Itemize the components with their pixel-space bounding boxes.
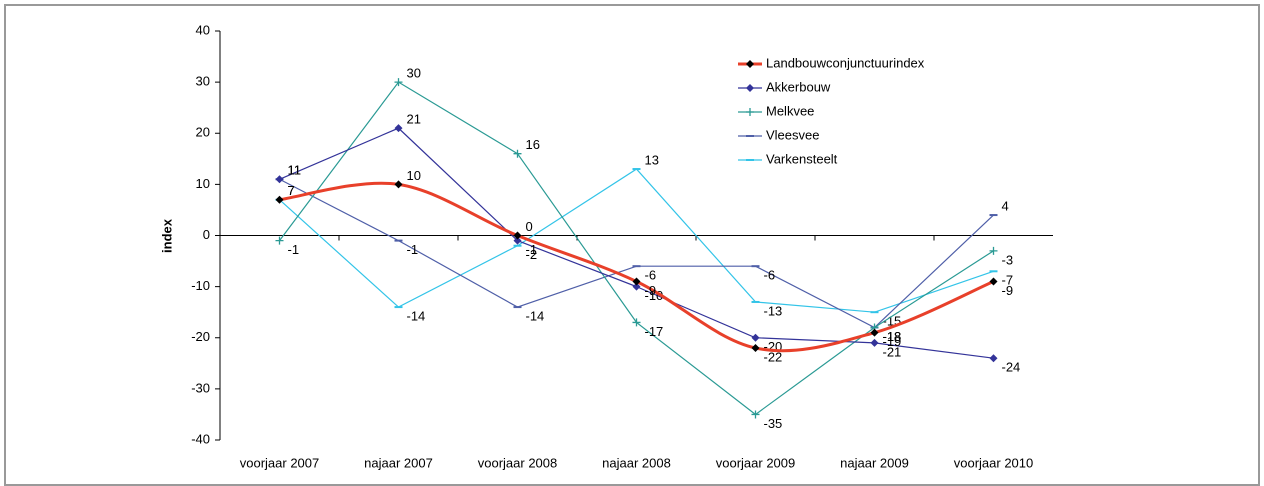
marker [394, 124, 403, 133]
x-tick-label: voorjaar 2010 [954, 455, 1034, 470]
legend-label: Landbouwconjunctuurindex [766, 55, 925, 70]
marker [751, 333, 760, 342]
y-tick-label: -30 [191, 380, 210, 395]
data-label: 11 [288, 163, 302, 178]
legend-marker [746, 60, 754, 68]
marker [513, 231, 522, 240]
data-label: -24 [1002, 360, 1021, 375]
marker [394, 180, 403, 189]
data-label: -1 [288, 242, 300, 257]
data-label: -35 [764, 416, 783, 431]
data-label: -18 [883, 329, 902, 344]
marker [513, 236, 522, 245]
data-label: -9 [645, 283, 657, 298]
y-tick-label: -40 [191, 431, 210, 446]
data-label: 7 [288, 183, 295, 198]
marker [989, 246, 998, 255]
data-label: -6 [764, 268, 776, 283]
marker [394, 78, 403, 87]
data-label: -9 [1002, 283, 1014, 298]
marker [275, 175, 284, 184]
data-label: -1 [407, 242, 419, 257]
marker [870, 338, 879, 347]
data-label: 7 [288, 183, 295, 198]
y-tick-label: 10 [196, 176, 210, 191]
y-tick-label: 0 [203, 227, 210, 242]
x-tick-label: najaar 2007 [364, 455, 433, 470]
x-tick-label: najaar 2008 [602, 455, 671, 470]
x-tick-label: voorjaar 2007 [240, 455, 320, 470]
marker [632, 277, 641, 286]
marker [275, 236, 284, 245]
y-tick-label: 30 [196, 74, 210, 89]
legend-label: Vleesvee [766, 127, 819, 142]
data-label: -14 [526, 309, 545, 324]
x-tick-label: voorjaar 2008 [478, 455, 558, 470]
y-tick-label: -10 [191, 278, 210, 293]
data-label: 30 [407, 66, 421, 81]
marker [870, 328, 879, 337]
y-tick-label: 40 [196, 22, 210, 37]
x-tick-label: najaar 2009 [840, 455, 909, 470]
data-label: 13 [645, 152, 659, 167]
legend-label: Varkensteelt [766, 151, 838, 166]
marker [989, 354, 998, 363]
legend-marker [746, 108, 754, 116]
data-label: -14 [407, 309, 426, 324]
legend-label: Akkerbouw [766, 79, 831, 94]
data-label: -3 [1002, 252, 1014, 267]
chart-frame [4, 4, 1260, 486]
data-label: 0 [526, 219, 533, 234]
data-label: 21 [407, 112, 421, 127]
data-label: -10 [645, 288, 664, 303]
marker [751, 410, 760, 419]
marker [513, 149, 522, 158]
marker [751, 343, 760, 352]
data-label: 10 [407, 168, 421, 183]
data-label: -13 [764, 303, 783, 318]
data-label: -18 [883, 329, 902, 344]
marker [632, 282, 641, 291]
data-label: -21 [883, 344, 902, 359]
data-label: -22 [764, 349, 783, 364]
legend-label: Melkvee [766, 103, 814, 118]
marker [275, 195, 284, 204]
data-label: -1 [526, 242, 538, 257]
y-axis-title: index [159, 218, 174, 253]
data-label: -19 [883, 334, 902, 349]
data-label: -6 [645, 268, 657, 283]
data-label: 4 [1002, 198, 1009, 213]
data-label: -7 [1002, 273, 1014, 288]
data-label: -17 [645, 324, 664, 339]
y-tick-label: -20 [191, 329, 210, 344]
marker [632, 318, 641, 327]
data-label: 16 [526, 137, 540, 152]
x-tick-label: voorjaar 2009 [716, 455, 796, 470]
y-tick-label: 20 [196, 125, 210, 140]
marker [989, 277, 998, 286]
legend-marker [746, 84, 754, 92]
data-label: -2 [526, 247, 538, 262]
